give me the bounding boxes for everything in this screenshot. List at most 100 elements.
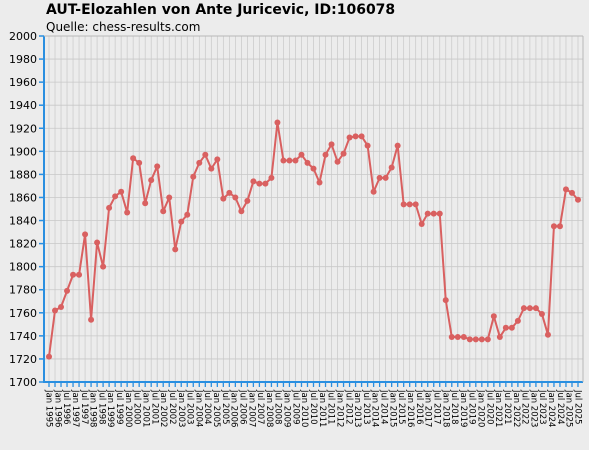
data-point [568,189,575,196]
data-point [430,210,437,217]
x-tick-label: Jan 2017 [423,389,433,427]
y-tick-label: 1940 [9,99,37,112]
data-point [460,334,467,341]
data-point [286,157,293,164]
data-point [436,210,443,217]
x-tick-label: Jul 2022 [520,389,530,425]
x-tick-label: Jul 2018 [449,389,459,425]
data-point [316,179,323,186]
x-tick-label: Jul 2006 [237,389,247,425]
y-tick-label: 1740 [9,330,37,343]
x-tick-label: Jan 2010 [299,389,309,427]
data-point [526,305,533,312]
chart-subtitle: Quelle: chess-results.com [46,20,201,34]
data-point [100,263,107,270]
data-point [448,334,455,341]
data-point [70,271,77,278]
y-tick-label: 1980 [9,53,37,66]
chart-title: AUT-Elozahlen von Ante Juricevic, ID:106… [46,2,396,18]
data-point [214,156,221,163]
data-point [400,201,407,208]
data-point [172,246,179,253]
x-tick-label: Jul 2015 [396,389,406,425]
data-point [208,165,215,172]
data-point [256,180,263,187]
y-tick-label: 1780 [9,284,37,297]
data-point [148,177,155,184]
data-point [196,159,203,166]
y-tick-label: 1760 [9,307,37,320]
x-tick-label: Jul 2003 [185,389,195,425]
y-tick-label: 1700 [9,376,37,389]
data-point [466,336,473,343]
data-point [520,305,527,312]
x-tick-label: Jan 2018 [440,389,450,427]
data-point [496,334,503,341]
x-tick-label: Jan 1995 [44,389,54,427]
x-tick-label: Jan 2006 [229,389,239,427]
data-point [418,220,425,227]
data-point [406,201,413,208]
y-tick-label: 1960 [9,76,37,89]
data-point [154,163,161,170]
data-point [532,305,539,312]
data-point [346,134,353,141]
data-point [46,353,52,360]
x-tick-label: Jan 2014 [370,389,380,427]
data-point [394,142,401,149]
x-tick-label: Jan 2023 [528,389,538,427]
data-point [184,211,191,218]
x-tick-label: Jan 2024 [546,389,556,427]
x-tick-label: Jan 2021 [493,389,503,427]
data-point [124,209,131,216]
x-tick-label: Jul 2014 [379,389,389,425]
axes [39,35,584,387]
data-point [88,316,95,323]
y-tick-label: 1880 [9,168,37,181]
y-tick-label: 1800 [9,261,37,274]
x-tick-label: Jan 2004 [193,389,203,427]
grid [44,35,583,383]
data-point [106,204,113,211]
x-tick-label: Jan 2012 [334,389,344,427]
x-tick-label: Jan 2016 [405,389,415,427]
y-tick-label: 1720 [9,353,37,366]
data-point [502,324,509,331]
x-tick-label: Jan 2015 [387,389,397,427]
data-point [232,194,239,201]
x-tick-label: Jul 2001 [149,389,159,425]
data-point [472,336,479,343]
data-point [328,141,335,148]
x-tick-label: Jul 2013 [361,389,371,425]
data-point [280,157,287,164]
data-point [190,173,197,180]
data-point [64,287,71,294]
x-tick-label: Jan 2002 [158,389,168,427]
x-tick-label: Jan 2005 [211,389,221,427]
data-point [310,165,317,172]
data-point [52,307,59,314]
data-point [298,151,305,158]
x-tick-label: Jul 1998 [96,389,106,425]
x-tick-label: Jul 2007 [255,389,265,425]
x-tick-label: Jan 2007 [246,389,256,427]
data-point [130,155,137,162]
x-tick-label: Jan 2011 [317,389,327,427]
data-point [544,331,551,338]
data-point [112,193,119,200]
data-point [82,231,89,238]
x-tick-label: Jul 2004 [202,389,212,425]
x-tick-label: Jan 1998 [88,389,98,427]
y-tick-label: 2000 [9,30,37,43]
x-tick-label: Jan 1999 [105,389,115,427]
x-tick-label: Jul 1999 [114,389,124,425]
x-tick-label: Jan 2019 [458,389,468,427]
data-point [322,151,329,158]
data-point [352,133,359,140]
x-tick-label: Jan 2009 [282,389,292,427]
x-tick-label: Jul 2002 [167,389,177,425]
data-point [304,159,311,166]
x-tick-label: Jan 2022 [511,389,521,427]
data-point [262,180,269,187]
y-tick-label: 1820 [9,238,37,251]
